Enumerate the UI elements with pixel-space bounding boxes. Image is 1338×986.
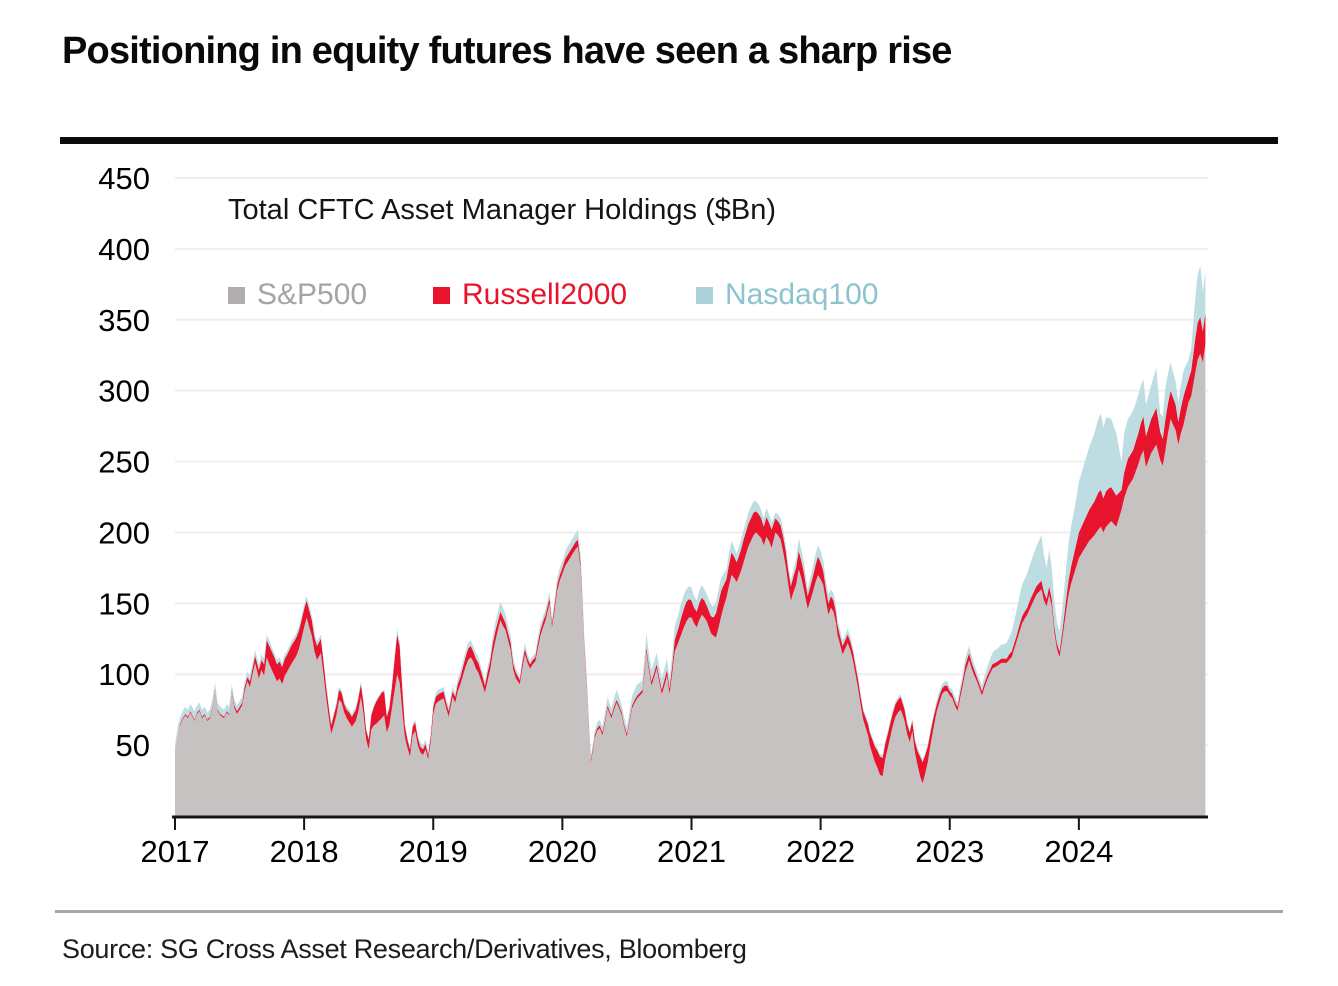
x-tick-label: 2017 bbox=[141, 834, 210, 869]
y-tick-label: 450 bbox=[98, 161, 150, 196]
y-tick-label: 200 bbox=[98, 515, 150, 550]
legend-item-nasdaq100: Nasdaq100 bbox=[696, 278, 878, 312]
legend-label-russell2000: Russell2000 bbox=[462, 278, 628, 311]
area-band-s&p500 bbox=[175, 343, 1206, 816]
legend-label-nasdaq100: Nasdaq100 bbox=[725, 278, 879, 311]
x-tick-label: 2020 bbox=[528, 834, 597, 869]
y-tick-label: 100 bbox=[98, 657, 150, 692]
x-tick-label: 2021 bbox=[657, 834, 726, 869]
legend-label-sp500: S&P500 bbox=[257, 278, 368, 311]
legend-item-sp500: S&P500 bbox=[228, 278, 367, 312]
nasdaq100-swatch-icon bbox=[696, 286, 713, 304]
bottom-rule bbox=[55, 910, 1283, 913]
x-tick-label: 2019 bbox=[399, 834, 468, 869]
y-tick-label: 300 bbox=[98, 374, 150, 409]
y-tick-label: 150 bbox=[98, 586, 150, 621]
top-rule bbox=[60, 137, 1278, 144]
legend-item-russell2000: Russell2000 bbox=[433, 278, 627, 312]
y-tick-label: 350 bbox=[98, 303, 150, 338]
y-tick-label: 50 bbox=[116, 728, 150, 763]
y-tick-label: 250 bbox=[98, 445, 150, 480]
x-tick-label: 2018 bbox=[270, 834, 339, 869]
russell2000-swatch-icon bbox=[433, 286, 450, 304]
x-tick-label: 2022 bbox=[786, 834, 855, 869]
x-tick-label: 2023 bbox=[915, 834, 984, 869]
y-tick-label: 400 bbox=[98, 232, 150, 267]
x-tick-label: 2024 bbox=[1044, 834, 1113, 869]
chart-subtitle: Total CFTC Asset Manager Holdings ($Bn) bbox=[228, 194, 776, 226]
page-title: Positioning in equity futures have seen … bbox=[62, 30, 952, 72]
source-note: Source: SG Cross Asset Research/Derivati… bbox=[62, 934, 747, 964]
sp500-swatch-icon bbox=[228, 286, 245, 304]
